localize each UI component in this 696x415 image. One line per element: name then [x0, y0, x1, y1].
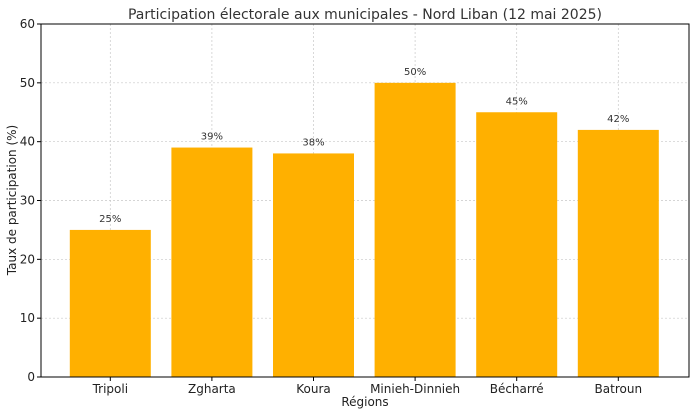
data-labels-layer: 25% 39% 38% 50% 45% 42%	[99, 67, 629, 225]
y-axis-label: Taux de participation (%)	[5, 125, 19, 276]
bar-minieh-dinnieh	[374, 82, 456, 377]
y-tick-label: 60	[20, 17, 35, 31]
plot-frame	[40, 23, 690, 378]
x-tick-label: Bécharré	[490, 382, 544, 396]
x-tick-label: Zgharta	[188, 382, 236, 396]
bar-batroun	[577, 129, 659, 377]
x-tick-label: Minieh-Dinnieh	[370, 382, 460, 396]
y-tick-label: 30	[20, 194, 35, 208]
axes-layer: 0 10 20 30 40 50 60 Tripoli Zgharta Koura Minieh-D…	[20, 17, 690, 396]
x-tick-label: Batroun	[595, 382, 643, 396]
chart-title: Participation électorale aux municipales…	[128, 7, 602, 23]
x-tick-label: Tripoli	[92, 382, 128, 396]
y-tick-label: 0	[27, 370, 35, 384]
bar-b-charr-	[476, 112, 558, 377]
y-tick-label: 40	[20, 135, 35, 149]
x-axis-label: Régions	[341, 395, 388, 409]
bar-tripoli	[69, 229, 151, 377]
data-label: 50%	[404, 67, 426, 78]
data-label: 25%	[99, 214, 121, 225]
data-label: 42%	[607, 114, 629, 125]
data-label: 45%	[506, 96, 528, 107]
data-label: 38%	[302, 137, 324, 148]
y-tick-label: 20	[20, 252, 35, 266]
bars-layer	[69, 82, 659, 377]
data-label: 39%	[201, 132, 223, 143]
x-tick-label: Koura	[296, 382, 331, 396]
bar-zgharta	[171, 147, 253, 377]
y-tick-label: 10	[20, 311, 35, 325]
y-tick-label: 50	[20, 76, 35, 90]
bar-koura	[273, 153, 354, 377]
